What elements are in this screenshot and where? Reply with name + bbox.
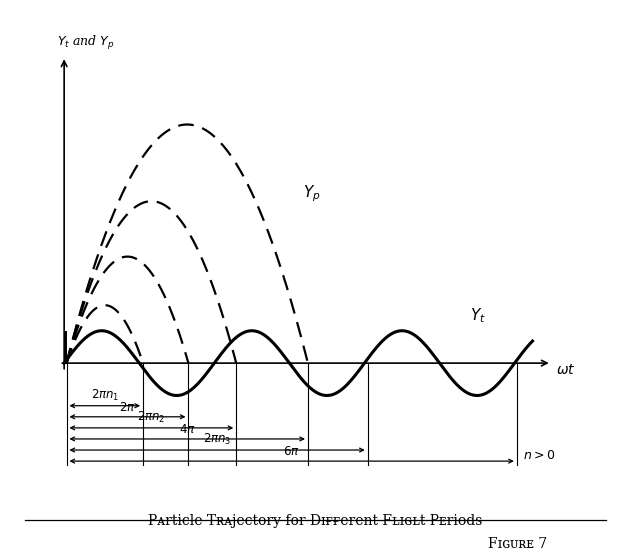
Text: $n > 0$: $n > 0$ bbox=[523, 449, 555, 461]
Text: $2\pi n_3$: $2\pi n_3$ bbox=[203, 432, 232, 447]
Text: $2\pi n_2$: $2\pi n_2$ bbox=[137, 410, 165, 425]
Text: $Y_p$: $Y_p$ bbox=[303, 183, 321, 203]
Text: $4\pi$: $4\pi$ bbox=[179, 423, 196, 436]
Text: $2\pi$: $2\pi$ bbox=[119, 401, 136, 414]
Text: $Y_t$ and $Y_p$: $Y_t$ and $Y_p$ bbox=[57, 34, 115, 52]
Text: $6\pi$: $6\pi$ bbox=[283, 445, 300, 458]
Text: Pᴀrticle Tʀᴀjectory for Dɪғғerent Fʟɪɢʟt Pᴇriods: Pᴀrticle Tʀᴀjectory for Dɪғғerent Fʟɪɢʟt… bbox=[148, 514, 483, 528]
Text: $2\pi n_1$: $2\pi n_1$ bbox=[90, 388, 119, 403]
Text: $Y_t$: $Y_t$ bbox=[470, 306, 487, 325]
Text: $\omega t$: $\omega t$ bbox=[557, 363, 576, 377]
Text: Fɪɢᴜʀᴇ 7: Fɪɢᴜʀᴇ 7 bbox=[488, 537, 547, 550]
